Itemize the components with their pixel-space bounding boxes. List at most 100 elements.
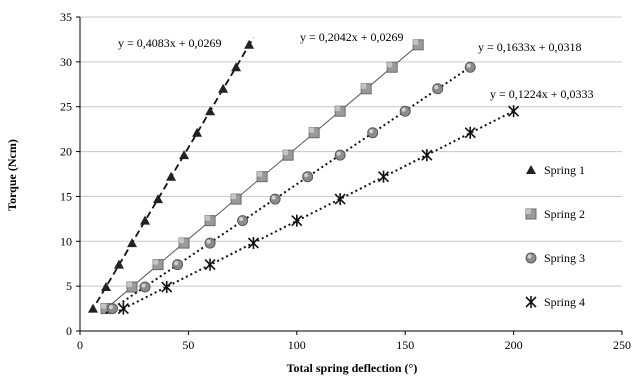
equation-label-series-3: y = 0,1633x + 0,0318 (478, 40, 582, 54)
data-point (166, 171, 177, 181)
data-point (204, 258, 216, 271)
y-tick-label: 5 (66, 279, 72, 293)
square-marker-highlight (361, 83, 367, 89)
y-tick-label: 25 (60, 100, 72, 114)
x-tick-label: 200 (505, 338, 523, 352)
equation-label-series-4: y = 0,1224x + 0,0333 (490, 87, 594, 101)
circle-marker-highlight (174, 261, 179, 266)
data-point (464, 61, 476, 73)
data-point (367, 127, 379, 139)
data-point (421, 149, 433, 162)
data-point (432, 83, 444, 95)
data-point (334, 105, 346, 117)
data-point (386, 61, 398, 73)
circle-marker-highlight (369, 129, 374, 134)
data-point (179, 150, 190, 160)
legend-label: Spring 2 (544, 207, 585, 221)
circle-marker (172, 259, 184, 271)
circle-marker-highlight (271, 195, 276, 200)
triangle-marker (114, 259, 125, 269)
legend-item-4: Spring 4 (525, 295, 585, 309)
data-point (218, 83, 229, 93)
triangle-marker (88, 303, 99, 313)
data-point (127, 238, 138, 248)
data-point (192, 127, 203, 137)
circle-marker (464, 61, 476, 73)
square-marker-highlight (231, 194, 237, 200)
data-point (399, 105, 411, 117)
square-marker-highlight (387, 62, 393, 68)
data-point (88, 303, 99, 313)
data-point (153, 194, 164, 204)
circle-marker (237, 215, 249, 227)
square-marker-highlight (526, 209, 531, 214)
square-marker-highlight (413, 39, 419, 45)
circle-marker (367, 127, 379, 139)
legend-marker (526, 165, 536, 174)
series-1 (88, 37, 255, 313)
data-point (107, 303, 119, 315)
data-point (464, 126, 476, 139)
x-tick-label: 250 (613, 338, 631, 352)
circle-marker-highlight (527, 254, 532, 259)
data-point (204, 237, 216, 249)
y-tick-label: 30 (60, 55, 72, 69)
legend-label: Spring 4 (544, 295, 585, 309)
y-tick-label: 20 (60, 145, 72, 159)
gridlines (80, 16, 622, 287)
circle-marker-highlight (109, 305, 114, 310)
x-tick-label: 50 (182, 338, 194, 352)
series-4 (117, 105, 520, 315)
data-point (308, 127, 320, 139)
trendline-series-4 (118, 110, 515, 312)
y-tick-label: 35 (60, 10, 72, 24)
circle-marker (269, 193, 281, 205)
series-layer (88, 37, 520, 315)
circle-marker-highlight (206, 239, 211, 244)
circle-marker-highlight (434, 85, 439, 90)
data-point (334, 193, 346, 206)
data-point (152, 259, 164, 271)
data-point (256, 171, 268, 183)
legend-item-2: Spring 2 (525, 207, 585, 221)
circle-marker (399, 105, 411, 117)
x-tick-label: 100 (288, 338, 306, 352)
triangle-marker (179, 150, 190, 160)
equation-label-series-2: y = 0,2042x + 0,0269 (300, 30, 404, 44)
legend-label: Spring 3 (544, 251, 585, 265)
data-point (139, 281, 151, 293)
square-marker-highlight (101, 303, 107, 309)
circle-marker (302, 171, 314, 183)
triangle-marker (166, 171, 177, 181)
triangle-marker (205, 106, 216, 116)
legend-marker (525, 296, 537, 308)
legend-item-3: Spring 3 (525, 251, 585, 265)
square-marker-highlight (205, 215, 211, 221)
data-point (508, 105, 520, 118)
legend-label: Spring 1 (544, 163, 585, 177)
circle-marker (334, 149, 346, 161)
trendline-series-3 (105, 66, 471, 314)
data-point (302, 171, 314, 183)
data-point (412, 39, 424, 51)
triangle-marker (140, 215, 151, 225)
square-marker-highlight (283, 150, 289, 156)
x-tick-label: 0 (77, 338, 83, 352)
circle-marker-highlight (239, 217, 244, 222)
data-point (230, 193, 242, 205)
circle-marker (432, 83, 444, 95)
square-marker-highlight (335, 106, 341, 112)
data-point (172, 259, 184, 271)
series-3 (105, 61, 476, 315)
data-point (282, 149, 294, 161)
triangle-marker (127, 238, 138, 248)
triangle-marker (218, 83, 229, 93)
data-point (291, 214, 303, 227)
legend-marker (525, 208, 537, 220)
circle-marker-highlight (401, 107, 406, 112)
data-point (247, 237, 260, 250)
data-point (126, 281, 138, 293)
y-axis-title: Torque (Ncm) (5, 139, 19, 211)
data-point (377, 170, 390, 183)
